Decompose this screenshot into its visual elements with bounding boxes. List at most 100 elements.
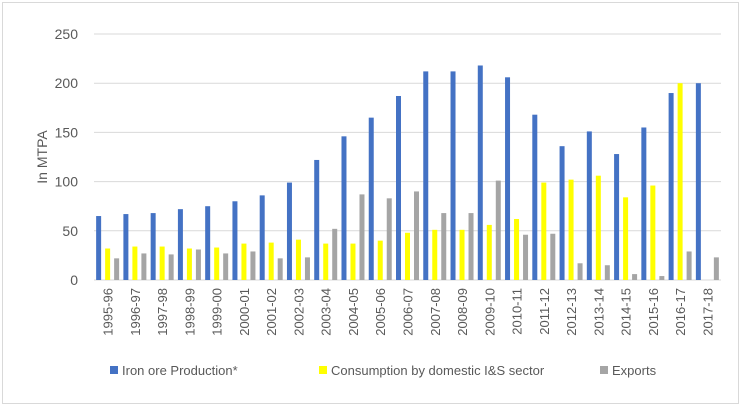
x-tick-label: 2009-10 (482, 288, 497, 336)
bar-consumption-by-domestic-i-s-sector (323, 243, 329, 280)
bar-iron-ore-production (314, 159, 320, 280)
bar-exports (550, 233, 556, 280)
bar-iron-ore-production (368, 117, 374, 280)
x-tick-label: 2004-05 (346, 288, 361, 336)
bar-exports (604, 265, 610, 280)
bar-iron-ore-production (286, 182, 292, 280)
bar-exports (468, 213, 474, 280)
bar-iron-ore-production (614, 154, 620, 280)
x-tick-label: 2013-14 (591, 288, 606, 336)
y-tick-label: 250 (55, 26, 79, 42)
y-tick-label: 150 (55, 124, 79, 140)
legend-label: Exports (612, 363, 657, 378)
x-tick-label: 2005-06 (373, 288, 388, 336)
bar-consumption-by-domestic-i-s-sector (186, 248, 192, 280)
y-tick-label: 50 (62, 223, 78, 239)
bar-exports (523, 234, 529, 280)
bar-consumption-by-domestic-i-s-sector (514, 218, 520, 280)
bar-consumption-by-domestic-i-s-sector (214, 247, 220, 280)
bar-iron-ore-production (177, 209, 183, 280)
x-tick-label: 1997-98 (155, 288, 170, 336)
legend-item: Iron ore Production* (110, 363, 238, 378)
bar-consumption-by-domestic-i-s-sector (268, 242, 274, 280)
chart-frame (2, 2, 739, 404)
bar-exports (141, 253, 147, 280)
y-axis-label: In MTPA (34, 130, 50, 184)
bar-consumption-by-domestic-i-s-sector (295, 239, 301, 280)
x-tick-label: 2006-07 (401, 288, 416, 336)
legend-swatch (600, 366, 608, 374)
bar-iron-ore-production (668, 93, 674, 280)
y-tick-label: 100 (55, 174, 79, 190)
bar-exports (168, 254, 174, 280)
x-tick-label: 2003-04 (319, 288, 334, 336)
bar-exports (223, 253, 229, 280)
bar-iron-ore-production (586, 131, 592, 280)
bar-iron-ore-production (423, 71, 429, 280)
bar-consumption-by-domestic-i-s-sector (568, 179, 574, 280)
bar-consumption-by-domestic-i-s-sector (350, 243, 356, 280)
legend-item: Exports (600, 363, 657, 378)
legend-swatch (110, 366, 118, 374)
bar-exports (577, 263, 583, 280)
bar-consumption-by-domestic-i-s-sector (541, 182, 547, 280)
x-tick-label: 2008-09 (455, 288, 470, 336)
bar-iron-ore-production (341, 136, 347, 280)
bar-iron-ore-production (96, 216, 102, 280)
bar-consumption-by-domestic-i-s-sector (677, 83, 683, 280)
x-tick-label: 1999-00 (210, 288, 225, 336)
legend-label: Iron ore Production* (122, 363, 238, 378)
bar-exports (195, 249, 201, 280)
bar-consumption-by-domestic-i-s-sector (105, 248, 111, 280)
bar-exports (250, 251, 256, 280)
bar-exports (414, 191, 419, 280)
bar-iron-ore-production (205, 206, 211, 280)
bar-exports (332, 228, 338, 280)
x-tick-label: 2011-12 (537, 288, 552, 335)
bar-iron-ore-production (150, 213, 156, 280)
legend-label: Consumption by domestic I&S sector (331, 363, 545, 378)
x-tick-label: 2010-11 (510, 288, 525, 335)
y-tick-label: 0 (70, 272, 78, 288)
bar-exports (114, 258, 120, 280)
x-tick-label: 2007-08 (428, 288, 443, 336)
x-tick-label: 2002-03 (291, 288, 306, 336)
bar-iron-ore-production (641, 127, 647, 280)
bar-consumption-by-domestic-i-s-sector (405, 232, 410, 280)
x-tick-label: 2015-16 (646, 288, 661, 336)
bar-exports (277, 258, 283, 280)
bar-exports (304, 257, 310, 280)
bar-consumption-by-domestic-i-s-sector (486, 224, 492, 280)
bar-consumption-by-domestic-i-s-sector (132, 246, 138, 280)
bar-consumption-by-domestic-i-s-sector (650, 185, 656, 280)
bar-exports (686, 251, 692, 280)
bar-consumption-by-domestic-i-s-sector (459, 229, 465, 280)
bar-iron-ore-production (532, 114, 538, 280)
bar-exports (386, 198, 392, 280)
legend-item: Consumption by domestic I&S sector (319, 363, 545, 378)
legend-swatch (319, 366, 327, 374)
bar-iron-ore-production (123, 214, 129, 280)
bar-consumption-by-domestic-i-s-sector (595, 175, 601, 280)
bar-iron-ore-production (559, 146, 565, 280)
bar-exports (713, 257, 719, 280)
bar-iron-ore-production (232, 201, 238, 280)
bar-exports (632, 274, 638, 280)
bar-consumption-by-domestic-i-s-sector (241, 243, 247, 280)
bar-iron-ore-production (450, 71, 456, 280)
bar-exports (495, 180, 501, 280)
bar-consumption-by-domestic-i-s-sector (159, 246, 165, 280)
bar-exports (441, 213, 447, 280)
x-tick-label: 1995-96 (101, 288, 116, 336)
bar-exports (659, 276, 665, 280)
x-tick-label: 2017-18 (700, 288, 715, 336)
bar-consumption-by-domestic-i-s-sector (377, 240, 383, 280)
bar-iron-ore-production (396, 95, 401, 280)
bar-consumption-by-domestic-i-s-sector (623, 197, 629, 280)
x-tick-label: 2000-01 (237, 288, 252, 336)
bar-iron-ore-production (477, 65, 483, 280)
x-tick-label: 1998-99 (182, 288, 197, 336)
bar-iron-ore-production (505, 77, 511, 281)
bar-iron-ore-production (695, 83, 701, 280)
